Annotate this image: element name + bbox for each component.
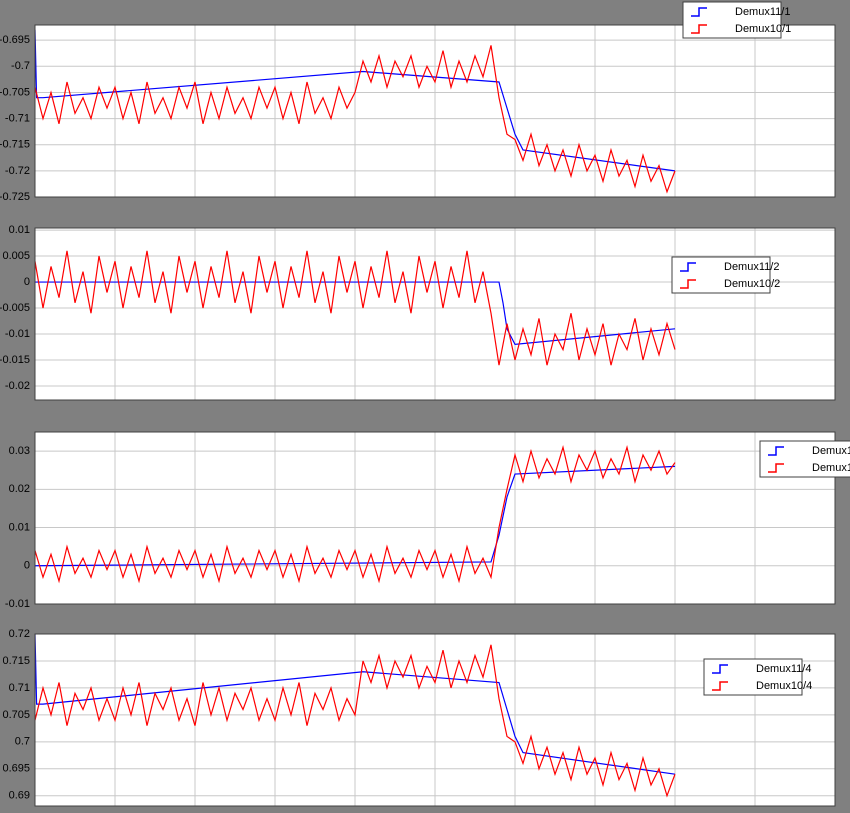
series-line: [35, 45, 676, 194]
legend-symbol: [680, 262, 696, 272]
y-tick-label: 0.7: [15, 736, 30, 748]
y-tick-label: 0.71: [9, 682, 30, 694]
legend: Demux11/2 Demux10/2: [671, 256, 780, 294]
series-line: [35, 281, 676, 346]
legend-label: Demux11/3: [812, 445, 850, 457]
subplot: -0.01 0 0.01 0.02 0.03: [5, 431, 836, 610]
legend-box: [759, 440, 850, 478]
legend-label: Demux11/1: [735, 6, 790, 18]
y-tick-label: -0.705: [0, 86, 30, 98]
legend-label: Demux10/3: [812, 462, 850, 474]
y-tick-label: -0.015: [0, 354, 30, 366]
y-tick-label: -0.01: [5, 598, 30, 610]
y-tick-label: -0.695: [0, 34, 30, 46]
y-tick-label: 0.01: [9, 224, 30, 236]
y-tick-label: 0: [24, 276, 30, 288]
legend-symbol: [691, 24, 707, 34]
legend-symbol: [712, 664, 728, 674]
y-tick-label: 0.695: [2, 763, 30, 775]
y-tick-label: 0.01: [9, 521, 30, 533]
y-tick-label: -0.01: [5, 328, 30, 340]
y-tick-label: 0.72: [9, 628, 30, 640]
legend-symbol: [691, 7, 707, 17]
y-tick-label: -0.02: [5, 380, 30, 392]
subplot: -0.725 -0.72 -0.715 -0.71 -0.705 -0.7 -0.695: [0, 24, 836, 203]
y-tick-label: -0.715: [0, 139, 30, 151]
plot-border: [34, 431, 836, 605]
legend-label: Demux10/2: [724, 278, 780, 290]
legend: Demux11/1 Demux10/1: [682, 1, 791, 39]
subplot: 0.69 0.695 0.7 0.705 0.71 0.715 0.72: [2, 628, 836, 807]
y-tick-label: -0.71: [5, 112, 30, 124]
y-tick-label: 0.02: [9, 483, 30, 495]
y-tick-label: 0.715: [2, 655, 30, 667]
plot-border: [34, 24, 836, 198]
legend: Demux11/4 Demux10/4: [703, 658, 812, 696]
y-tick-label: 0.69: [9, 790, 30, 802]
y-tick-label: -0.72: [5, 165, 30, 177]
series-line: [35, 444, 676, 584]
series-line: [35, 250, 676, 366]
legend-symbol: [680, 279, 696, 289]
y-tick-label: -0.7: [11, 60, 30, 72]
legend-label: Demux10/1: [735, 23, 791, 35]
plot-border: [34, 633, 836, 807]
series-line: [35, 644, 676, 798]
y-tick-label: -0.725: [0, 191, 30, 203]
y-tick-label: 0.03: [9, 445, 30, 457]
y-tick-label: -0.005: [0, 302, 30, 314]
y-tick-label: 0.005: [2, 250, 30, 262]
legend-label: Demux11/2: [724, 261, 779, 273]
y-tick-label: 0.705: [2, 709, 30, 721]
subplot: -0.02 -0.015 -0.01 -0.005 0 0.005 0.01: [0, 224, 836, 401]
legend-symbol: [768, 446, 784, 456]
legend-label: Demux10/4: [756, 680, 812, 692]
series-line: [35, 29, 676, 172]
legend-label: Demux11/4: [756, 663, 811, 675]
legend-symbol: [768, 463, 784, 473]
legend: Demux11/3 Demux10/3: [759, 440, 850, 478]
y-tick-label: 0: [24, 560, 30, 572]
legend-symbol: [712, 681, 728, 691]
plot-border: [34, 227, 836, 401]
